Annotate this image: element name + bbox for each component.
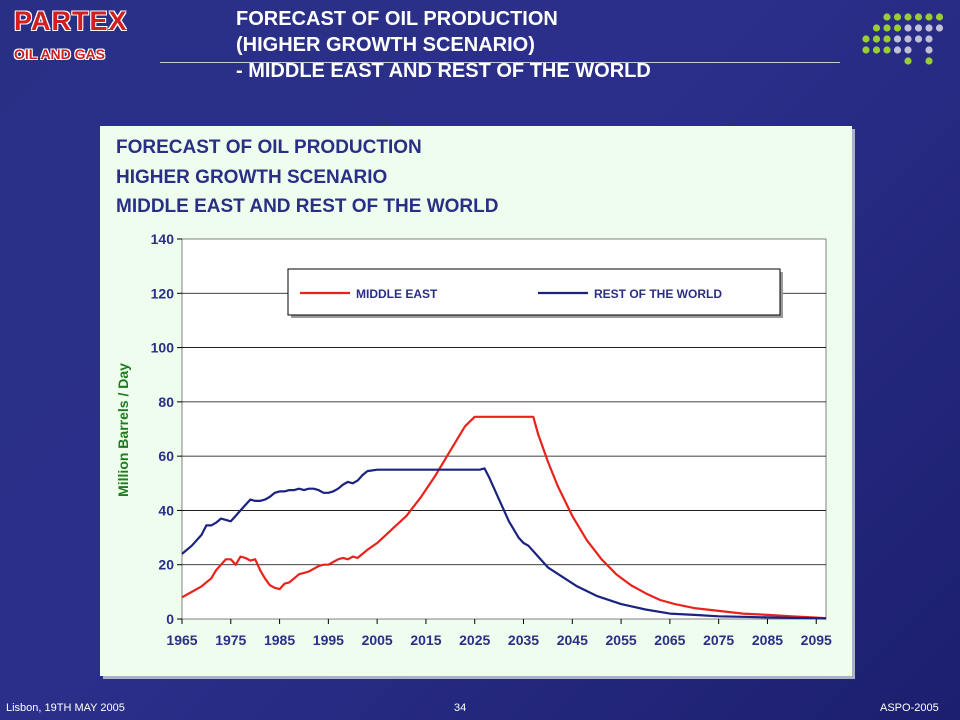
decorative-dot [925,24,933,32]
decorative-dot [914,13,923,21]
y-axis-label: Million Barrels / Day [115,363,131,497]
y-tick-label: 100 [151,340,175,356]
decorative-dot [914,35,923,43]
x-tick-label: 2025 [459,632,490,648]
decorative-dot [904,24,912,32]
decorative-dot [935,24,944,32]
x-tick-label: 1995 [313,632,344,648]
oil-production-chart: FORECAST OF OIL PRODUCTION HIGHER GROWTH… [115,137,832,648]
logo-subtitle: OIL AND GAS [14,46,106,62]
decorative-dot [893,13,902,21]
decorative-dot [914,24,923,32]
decorative-dot [883,35,891,43]
decorative-dot [904,57,912,65]
footer-location-date: Lisbon, 19TH MAY 2005 [6,702,125,714]
decorative-dot [893,35,902,43]
x-tick-label: 2015 [410,632,441,648]
decorative-dot-grid-icon [862,13,944,65]
title-divider [160,62,840,63]
slide-title-line: - MIDDLE EAST AND REST OF THE WORLD [236,60,651,82]
x-tick-label: 2065 [654,632,685,648]
decorative-dot [872,24,881,32]
x-tick-label: 2005 [362,632,393,648]
slide-title-line: (HIGHER GROWTH SCENARIO) [236,34,535,56]
footer-page-number: 34 [454,702,467,714]
footer-conference: ASPO-2005 [880,702,939,714]
decorative-dot [883,24,891,32]
chart-panel: FORECAST OF OIL PRODUCTION HIGHER GROWTH… [100,126,852,676]
y-tick-label: 140 [151,231,175,247]
x-tick-label: 2095 [801,632,832,648]
x-tick-label: 1975 [215,632,246,648]
x-tick-label: 2035 [508,632,539,648]
decorative-dot [925,57,933,65]
series-line [181,415,827,620]
y-tick-label: 120 [151,285,175,301]
decorative-dot [904,46,912,54]
chart-title-line: HIGHER GROWTH SCENARIO [116,167,387,188]
decorative-dot [935,13,944,21]
x-tick-label: 1965 [166,632,197,648]
decorative-dot [862,46,870,54]
series-line [181,467,827,620]
decorative-dot [862,35,870,43]
decorative-dot [872,46,881,54]
chart-title-line: FORECAST OF OIL PRODUCTION [116,137,422,158]
x-tick-label: 2045 [557,632,588,648]
x-tick-label: 1985 [264,632,295,648]
decorative-dot [925,46,933,54]
decorative-dot [893,24,902,32]
decorative-dot [904,13,912,21]
chart-title-line: MIDDLE EAST AND REST OF THE WORLD [116,196,498,217]
decorative-dot [883,46,891,54]
legend-box [287,268,781,316]
y-tick-label: 60 [158,448,174,464]
y-tick-label: 40 [158,502,174,518]
decorative-dot [883,13,891,21]
decorative-dot [904,35,912,43]
logo-title: PARTEX [14,6,128,36]
slide-title: FORECAST OF OIL PRODUCTION (HIGHER GROWT… [236,6,836,84]
x-tick-label: 2085 [752,632,783,648]
legend-label: REST OF THE WORLD [594,287,722,301]
y-tick-label: 80 [158,394,174,410]
x-tick-label: 2055 [606,632,637,648]
decorative-dot [925,13,933,21]
y-tick-label: 0 [166,611,174,627]
decorative-dot [872,35,881,43]
decorative-dot [925,35,933,43]
legend-label: MIDDLE EAST [356,287,438,301]
y-tick-label: 20 [158,557,174,573]
slide-title-line: FORECAST OF OIL PRODUCTION [236,8,558,30]
decorative-dot [893,46,902,54]
x-tick-label: 2075 [703,632,734,648]
